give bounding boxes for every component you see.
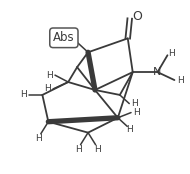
- Text: H: H: [177, 76, 184, 85]
- Text: H: H: [133, 108, 140, 117]
- Text: Abs: Abs: [53, 31, 75, 44]
- Text: H: H: [36, 135, 42, 144]
- Text: H: H: [168, 49, 175, 58]
- Text: H: H: [131, 99, 138, 108]
- Text: H: H: [94, 145, 101, 154]
- Text: H: H: [20, 90, 27, 99]
- Text: H: H: [44, 84, 51, 93]
- Text: H: H: [126, 125, 132, 134]
- Text: H: H: [75, 145, 82, 154]
- Text: O: O: [132, 10, 142, 23]
- Text: H: H: [70, 36, 76, 45]
- Text: N: N: [153, 67, 162, 77]
- Text: H: H: [46, 71, 53, 80]
